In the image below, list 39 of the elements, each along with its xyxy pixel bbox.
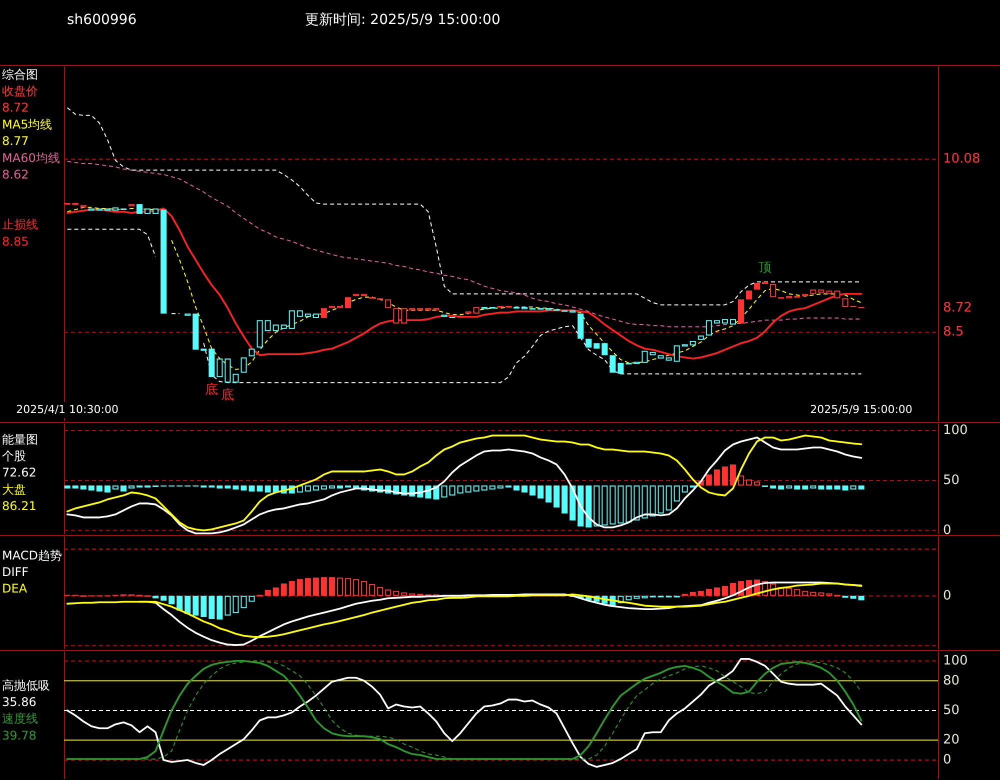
text: 大盘 [2, 482, 26, 496]
annotation: 底 [205, 382, 218, 398]
y-tick-label: 8.72 [943, 300, 972, 316]
text: 39.78 [2, 728, 36, 742]
text: MA5均线 [2, 117, 52, 132]
x-tick-label: 2025/4/1 10:30:00 [16, 403, 118, 416]
legend-title: 综合图 [2, 67, 38, 82]
annotation: 底 [221, 388, 234, 404]
annotation: 顶 [758, 260, 772, 276]
y-tick-label: 0 [943, 752, 952, 768]
y-tick-label: 50 [943, 472, 960, 488]
y-tick-label: 0 [943, 522, 952, 538]
text: 收盘价 [2, 84, 38, 98]
y-tick-label: 80 [943, 673, 960, 688]
x-tick-label: 2025/5/9 15:00:00 [810, 403, 912, 416]
legend-title: 能量图 [2, 432, 38, 446]
y-tick-label: 100 [943, 423, 968, 438]
text: 8.72 [2, 100, 29, 115]
text: 止损线 [2, 218, 38, 232]
text: 高抛低吸 [2, 678, 50, 692]
text: 8.77 [2, 134, 29, 148]
chart-title: sh600996 [67, 12, 137, 28]
y-tick-label: 20 [943, 732, 960, 748]
y-tick-label: 100 [943, 653, 968, 668]
text: 86.21 [2, 499, 36, 514]
chart-subtitle: 更新时间: 2025/5/9 15:00:00 [305, 12, 500, 28]
y-tick-label: 50 [943, 702, 960, 718]
series-label: MA60均线 [2, 150, 60, 165]
text: 速度线 [2, 712, 38, 726]
text: DEA [2, 582, 28, 596]
y-tick-label: 8.5 [943, 324, 964, 340]
text: DIFF [2, 564, 29, 579]
y-tick-label: 10.08 [943, 152, 980, 167]
text: 35.86 [2, 694, 36, 709]
legend-title: MACD趋势 [2, 548, 62, 562]
text: 个股 [2, 448, 26, 463]
text: 72.62 [2, 466, 36, 480]
text: 8.62 [2, 167, 29, 182]
text: 8.85 [2, 234, 29, 248]
